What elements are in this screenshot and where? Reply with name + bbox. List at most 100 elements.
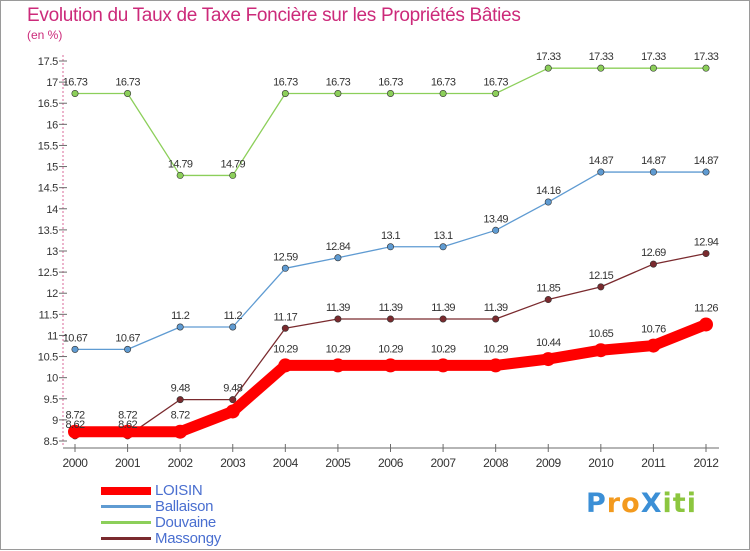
x-tick-label: 2010	[588, 456, 614, 470]
data-point-douvaine	[71, 90, 79, 98]
data-label-loisin: 10.76	[641, 324, 666, 336]
data-label-loisin: 8.72	[118, 410, 137, 422]
x-tick-label: 2011	[641, 456, 666, 470]
data-label-massongy: 11.39	[431, 302, 455, 314]
data-label-massongy: 9.48	[223, 383, 242, 395]
data-label-douvaine: 16.73	[326, 77, 351, 89]
data-point-massongy	[386, 315, 394, 323]
y-tick-label: 12.5	[38, 267, 58, 279]
data-label-douvaine: 17.33	[536, 51, 561, 63]
data-label-ballaison: 14.87	[589, 155, 614, 167]
data-label-massongy: 11.39	[379, 302, 403, 314]
y-tick-label: 14.5	[38, 183, 58, 195]
data-label-loisin: 10.29	[273, 343, 298, 355]
logo-letter: P	[586, 488, 607, 519]
data-point-douvaine	[492, 90, 500, 98]
data-point-douvaine	[439, 90, 447, 98]
data-label-loisin: 8.72	[65, 410, 84, 422]
data-point-douvaine	[124, 90, 132, 98]
data-point-loisin	[698, 317, 713, 332]
data-point-loisin	[383, 358, 398, 373]
y-tick-label: 15.5	[38, 140, 58, 152]
data-label-ballaison: 14.87	[694, 155, 719, 167]
data-label-ballaison: 12.59	[273, 251, 298, 263]
data-label-massongy: 8.62	[65, 419, 84, 431]
x-tick-label: 2002	[168, 456, 194, 470]
x-tick-label: 2001	[115, 456, 141, 470]
logo-letter: i	[662, 488, 673, 519]
legend-label-massongy: Massongy	[155, 530, 221, 547]
data-point-massongy	[176, 396, 184, 404]
data-point-ballaison	[124, 345, 132, 353]
data-point-douvaine	[229, 171, 237, 179]
data-label-douvaine: 17.33	[589, 51, 614, 63]
data-label-douvaine: 14.79	[220, 158, 245, 170]
data-point-massongy	[334, 315, 342, 323]
data-point-douvaine	[281, 90, 289, 98]
data-label-loisin: 10.29	[431, 343, 456, 355]
data-label-douvaine: 16.73	[273, 77, 298, 89]
y-tick-label: 17	[46, 77, 58, 89]
data-point-loisin	[278, 358, 293, 373]
data-point-douvaine	[386, 90, 394, 98]
data-label-douvaine: 17.33	[641, 51, 666, 63]
data-point-ballaison	[649, 168, 657, 176]
data-point-douvaine	[334, 90, 342, 98]
data-label-ballaison: 12.84	[326, 241, 351, 253]
y-tick-label: 17.5	[38, 56, 58, 68]
legend-label-douvaine: Douvaine	[155, 514, 216, 531]
data-label-ballaison: 10.67	[115, 332, 140, 344]
data-label-loisin: 11.26	[694, 302, 718, 314]
data-label-douvaine: 16.73	[378, 77, 403, 89]
logo-letter: X	[640, 488, 663, 519]
logo-letter: o	[621, 488, 641, 519]
data-label-douvaine: 16.73	[431, 77, 456, 89]
data-point-ballaison	[334, 254, 342, 262]
data-point-loisin	[330, 358, 345, 373]
y-tick-label: 13	[46, 246, 58, 258]
data-label-ballaison: 10.67	[63, 332, 88, 344]
data-point-massongy	[229, 396, 237, 404]
legend-swatch-douvaine	[101, 521, 151, 524]
data-label-loisin: 10.29	[378, 343, 403, 355]
data-point-douvaine	[176, 171, 184, 179]
data-point-douvaine	[544, 64, 552, 72]
data-point-douvaine	[649, 64, 657, 72]
data-label-douvaine: 16.73	[115, 77, 140, 89]
data-point-ballaison	[229, 323, 237, 331]
y-tick-label: 11	[47, 330, 58, 342]
data-label-ballaison: 13.1	[434, 230, 453, 242]
x-tick-label: 2009	[536, 456, 562, 470]
data-point-ballaison	[71, 345, 79, 353]
data-label-massongy: 8.62	[118, 419, 137, 431]
data-point-ballaison	[386, 243, 394, 251]
data-label-massongy: 11.17	[273, 311, 297, 323]
x-tick-label: 2004	[273, 456, 299, 470]
logo-letter: t	[672, 488, 687, 519]
data-point-ballaison	[492, 226, 500, 234]
data-point-loisin	[173, 424, 188, 439]
data-label-ballaison: 14.16	[536, 185, 561, 197]
data-point-loisin	[646, 338, 661, 353]
data-point-loisin	[68, 424, 82, 439]
chart-title: Evolution du Taux de Taxe Foncière sur l…	[27, 5, 521, 26]
data-point-loisin	[120, 424, 135, 439]
logo-letter: i	[686, 488, 697, 519]
data-label-loisin: 10.44	[536, 337, 561, 349]
series-line-loisin	[69, 318, 712, 438]
legend-label-ballaison: Ballaison	[155, 498, 214, 515]
data-point-ballaison	[281, 264, 289, 272]
x-tick-label: 2005	[325, 456, 351, 470]
x-tick-label: 2008	[483, 456, 509, 470]
data-label-ballaison: 14.87	[641, 155, 666, 167]
y-tick-label: 9.5	[44, 394, 59, 406]
data-label-massongy: 9.48	[171, 383, 190, 395]
data-point-massongy	[439, 315, 447, 323]
data-point-massongy	[649, 260, 657, 268]
y-tick-label: 10	[46, 373, 58, 385]
y-tick-label: 13.5	[38, 225, 58, 237]
data-label-massongy: 11.39	[484, 302, 508, 314]
data-labels: 8.72 8.72 8.72 10.29 10.29 10.29 10.29 10.29 10.…	[63, 51, 720, 431]
data-point-ballaison	[702, 168, 710, 176]
